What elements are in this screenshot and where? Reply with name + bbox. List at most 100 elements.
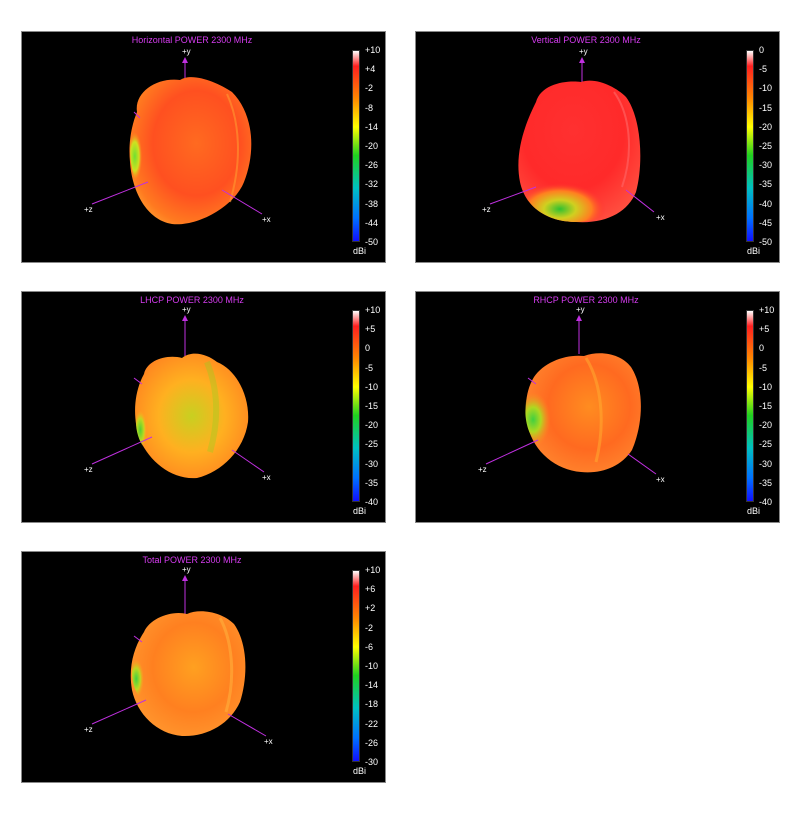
lhcp-power-plot: LHCP POWER 2300 MHz +y +z +x + — [21, 291, 386, 523]
panel-title: RHCP POWER 2300 MHz — [533, 295, 639, 305]
colorbar-tick: -38 — [365, 199, 379, 209]
colorbar-tick: -10 — [759, 382, 773, 392]
colorbar-tick: +5 — [759, 324, 770, 334]
colorbar-tick: -30 — [365, 459, 379, 469]
colorbar-tick: -5 — [759, 363, 768, 373]
colorbar-tick: +5 — [365, 324, 376, 334]
panel-title: LHCP POWER 2300 MHz — [140, 295, 244, 305]
z-axis-line — [489, 186, 537, 205]
x-axis-line — [625, 189, 655, 213]
colorbar-tick: -25 — [759, 141, 773, 151]
x-axis-label: +x — [262, 215, 271, 224]
colorbar-tick: +4 — [365, 64, 376, 74]
colorbar-tick: -26 — [365, 738, 379, 748]
colorbar-tick: -14 — [365, 680, 379, 690]
colorbar-tick: -26 — [365, 160, 379, 170]
colorbar-tick: -20 — [759, 420, 773, 430]
radiation-pattern-3d: +y +z +x — [482, 47, 665, 223]
colorbar-tick: -32 — [365, 179, 379, 189]
colorbar-unit: dBi — [353, 506, 367, 516]
panel-title: Vertical POWER 2300 MHz — [531, 35, 641, 45]
total-power-plot: Total POWER 2300 MHz +y +z +x +10 + — [21, 551, 386, 783]
colorbar-unit: dBi — [353, 246, 367, 256]
y-axis-label: +y — [182, 305, 191, 314]
colorbar-tick: -35 — [759, 179, 773, 189]
x-axis-line — [227, 713, 267, 737]
colorbar-tick: -2 — [365, 623, 374, 633]
colorbar-unit: dBi — [353, 766, 367, 776]
z-axis-line — [91, 699, 147, 725]
colorbar-tick: -45 — [759, 218, 773, 228]
z-axis-label: +z — [84, 725, 93, 734]
radiation-pattern-3d: +y +z +x — [84, 47, 271, 225]
colorbar-ticks: 0 -5 -10 -15 -20 -25 -30 -35 -40 -45 -50 — [759, 46, 779, 247]
colorbar-tick: -40 — [365, 497, 379, 507]
colorbar-unit: dBi — [747, 246, 761, 256]
colorbar-tick: +10 — [759, 305, 775, 315]
colorbar-tick: -25 — [365, 439, 379, 449]
radiation-pattern-3d: +y +z +x — [84, 305, 271, 482]
z-axis-line — [485, 439, 539, 465]
radiation-pattern-3d: +y +z +x — [84, 565, 273, 746]
colorbar — [352, 50, 360, 242]
colorbar — [746, 50, 754, 242]
pattern-surface — [129, 77, 252, 225]
colorbar-tick: -5 — [365, 363, 374, 373]
y-axis-label: +y — [182, 565, 191, 574]
x-axis-label: +x — [264, 737, 273, 746]
y-axis-label: +y — [579, 47, 588, 56]
colorbar-tick: 0 — [759, 343, 765, 353]
colorbar-tick: 0 — [365, 343, 371, 353]
colorbar-tick: -14 — [365, 122, 379, 132]
colorbar-tick: -20 — [365, 420, 379, 430]
colorbar-tick: -8 — [365, 103, 374, 113]
colorbar-tick: -2 — [365, 83, 374, 93]
pattern-surface — [135, 353, 249, 479]
colorbar-tick: -25 — [759, 439, 773, 449]
pattern-surface — [130, 611, 246, 737]
x-axis-line — [231, 449, 265, 473]
colorbar-tick: -50 — [365, 237, 379, 247]
colorbar-tick: -15 — [759, 401, 773, 411]
colorbar-tick: -6 — [365, 642, 374, 652]
colorbar-ticks: +10 +4 -2 -8 -14 -20 -26 -32 -38 -44 -50 — [365, 46, 385, 247]
colorbar-tick: +2 — [365, 603, 376, 613]
y-axis-label: +y — [182, 47, 191, 56]
colorbar-tick: -10 — [759, 83, 773, 93]
colorbar — [352, 310, 360, 502]
colorbar-tick: -35 — [759, 478, 773, 488]
colorbar-tick: -10 — [365, 661, 379, 671]
z-axis-line — [91, 436, 153, 465]
colorbar-unit: dBi — [747, 506, 761, 516]
colorbar-tick: +6 — [365, 584, 376, 594]
colorbar-tick: +10 — [365, 45, 381, 55]
colorbar — [746, 310, 754, 502]
colorbar-tick: -22 — [365, 719, 379, 729]
z-axis-label: +z — [84, 205, 93, 214]
colorbar-ticks: +10 +5 0 -5 -10 -15 -20 -25 -30 -35 -40 — [759, 306, 779, 507]
colorbar-ticks: +10 +6 +2 -2 -6 -10 -14 -18 -22 -26 -30 — [365, 566, 385, 767]
colorbar-tick: -50 — [759, 237, 773, 247]
colorbar-tick: -44 — [365, 218, 379, 228]
rhcp-power-plot: RHCP POWER 2300 MHz +y +z +x +10 +5 — [415, 291, 780, 523]
x-axis-line — [627, 453, 657, 475]
colorbar-tick: -30 — [759, 160, 773, 170]
colorbar-tick: -30 — [759, 459, 773, 469]
colorbar-tick: -10 — [365, 382, 379, 392]
x-axis-label: +x — [262, 473, 271, 482]
x-axis-label: +x — [656, 475, 665, 484]
z-axis-label: +z — [482, 205, 491, 214]
pattern-surface — [526, 353, 641, 473]
z-axis-label: +z — [478, 465, 487, 474]
colorbar-tick: +10 — [365, 565, 381, 575]
radiation-pattern-3d: +y +z +x — [478, 305, 665, 484]
colorbar-tick: -20 — [365, 141, 379, 151]
colorbar-tick: -15 — [365, 401, 379, 411]
z-axis-line — [91, 181, 149, 205]
colorbar-tick: -40 — [759, 497, 773, 507]
y-axis-label: +y — [576, 305, 585, 314]
colorbar-tick: -15 — [759, 103, 773, 113]
colorbar-tick: +10 — [365, 305, 381, 315]
colorbar-tick: -35 — [365, 478, 379, 488]
colorbar-ticks: +10 +5 0 -5 -10 -15 -20 -25 -30 -35 -40 — [365, 306, 385, 507]
